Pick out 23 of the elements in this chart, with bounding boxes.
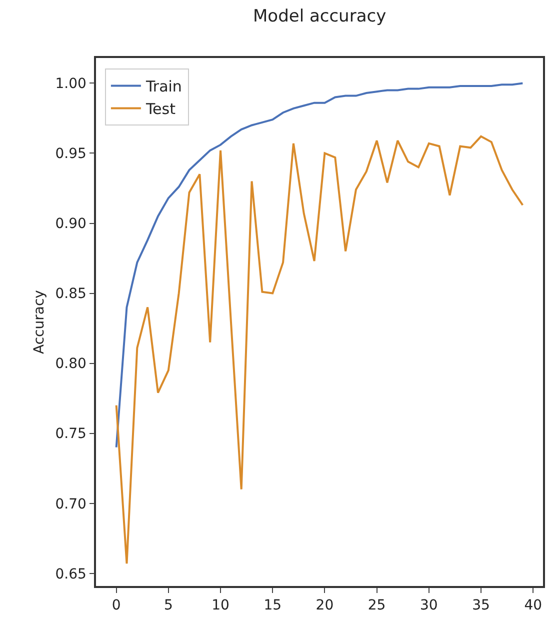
y-tick-label: 1.00 bbox=[55, 76, 86, 92]
x-tick-label: 20 bbox=[316, 598, 334, 614]
x-tick-label: 30 bbox=[420, 598, 438, 614]
x-tick-label: 25 bbox=[368, 598, 386, 614]
y-tick-label: 0.80 bbox=[55, 356, 86, 372]
chart-title: Model accuracy bbox=[253, 6, 386, 26]
x-tick-label: 0 bbox=[112, 598, 121, 614]
legend-label: Train bbox=[144, 78, 182, 96]
y-tick-label: 0.90 bbox=[55, 216, 86, 232]
x-tick-label: 40 bbox=[524, 598, 542, 614]
line-series bbox=[115, 135, 524, 565]
x-tick-label: 10 bbox=[212, 598, 230, 614]
y-axis-title: Accuracy bbox=[31, 290, 48, 354]
y-tick-label: 0.85 bbox=[55, 286, 86, 302]
y-tick-label: 0.65 bbox=[55, 566, 86, 582]
x-tick-label: 5 bbox=[164, 598, 173, 614]
line-series bbox=[115, 82, 524, 448]
x-tick-label: 15 bbox=[264, 598, 282, 614]
legend-label: Test bbox=[144, 100, 176, 118]
y-tick-label: 0.95 bbox=[55, 146, 86, 162]
x-tick-label: 35 bbox=[472, 598, 490, 614]
y-tick-label: 0.70 bbox=[55, 496, 86, 512]
y-tick-label: 0.75 bbox=[55, 426, 86, 442]
